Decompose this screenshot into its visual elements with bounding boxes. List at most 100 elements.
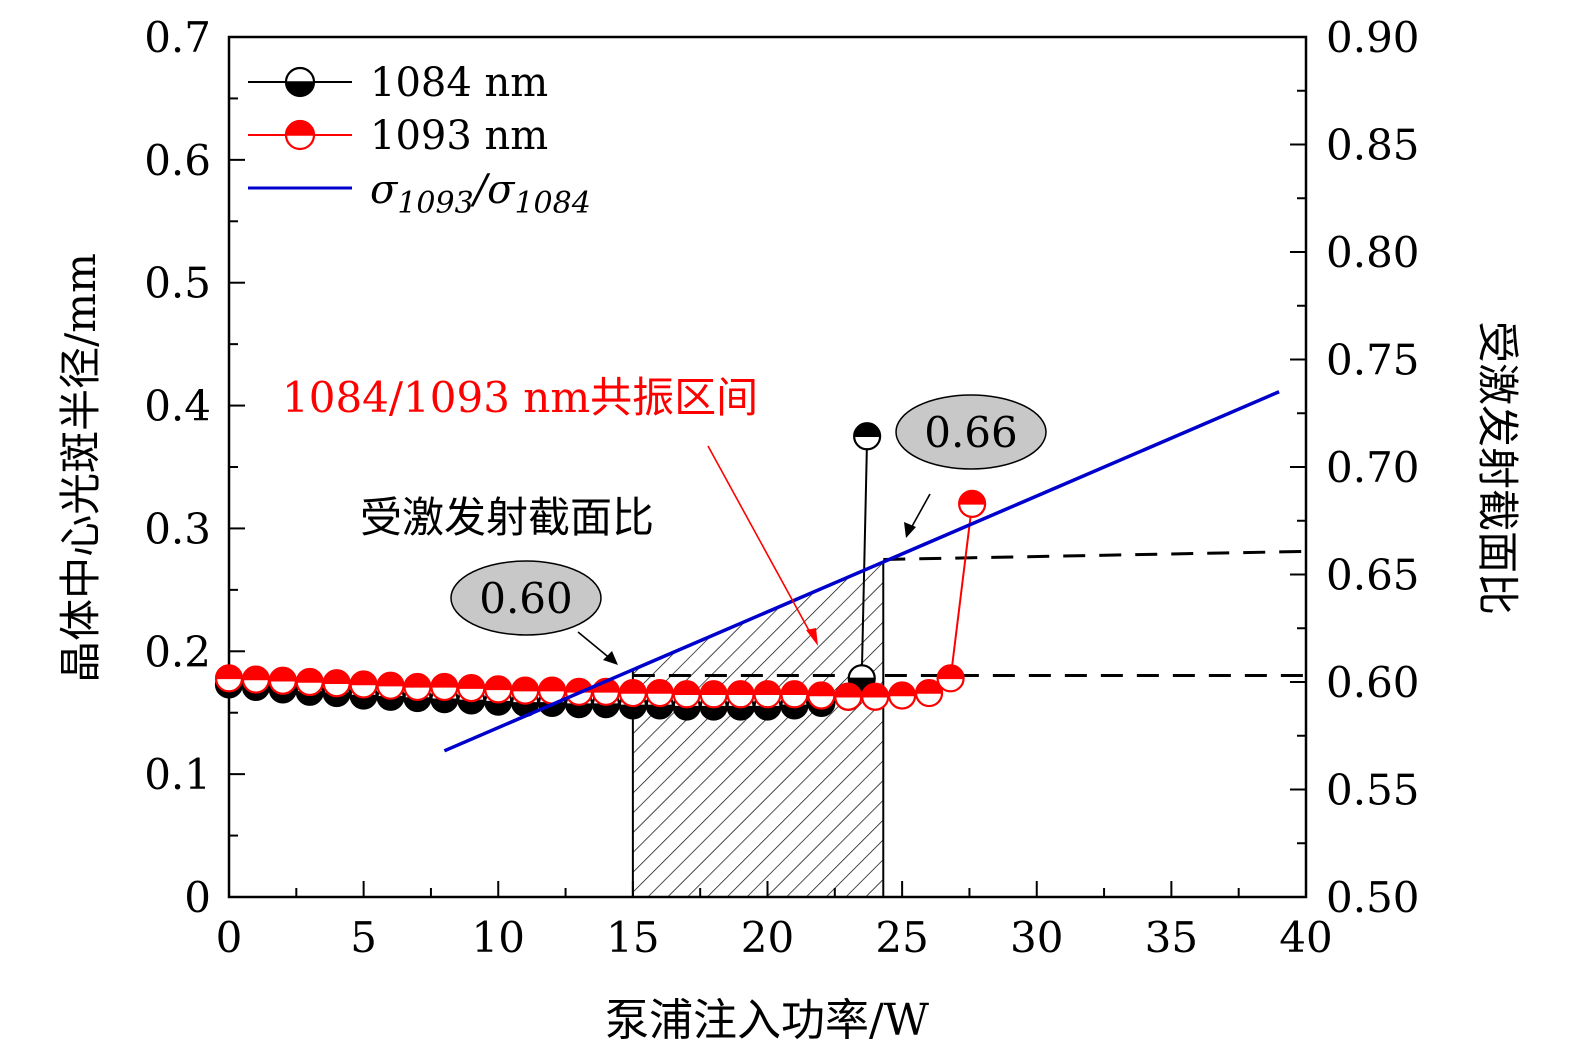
legend-marker-1084 [284,66,316,98]
x-tick-label: 40 [1279,913,1332,962]
callout-0.60 [450,560,602,636]
reference-lines [632,549,1305,678]
marker-fill [889,682,916,696]
y-left-tick-label: 0.1 [144,750,211,799]
marker-fill [835,683,862,697]
x-tick-label: 35 [1145,913,1198,962]
y-right-tick-label: 0.90 [1326,13,1420,62]
reference-line-0.66 [883,549,1305,561]
x-tick-label: 10 [472,913,525,962]
marker-fill [619,680,646,694]
data-point-1093 [268,666,297,695]
ratio-sub: 1084 [514,186,590,221]
data-point-1093 [914,678,944,708]
y-left-tick-label: 0.5 [144,259,211,308]
y-left-tick-label: 0.2 [144,627,211,676]
legend-label-1084: 1084 nm [370,60,548,106]
y-right-tick-label: 0.50 [1326,873,1420,922]
data-point-1093 [936,664,965,693]
y-right-tick-label: 0.70 [1326,443,1420,492]
callout-0.60-arrow [577,631,613,661]
marker-fill [808,682,835,696]
hatched-region [631,560,885,898]
data-point-1093 [322,669,351,698]
series-layer [214,390,1280,753]
marker-fill [431,673,458,687]
y-left-tick-label: 0.4 [144,382,211,431]
data-point-1093 [618,678,647,708]
marker-fill [485,676,512,690]
x-tick-label: 30 [1010,913,1063,962]
marker-fill [781,681,808,695]
x-tick-label: 5 [350,913,377,962]
marker-fill [754,706,781,720]
right-y-axis: 0.50 0.55 0.60 0.65 0.70 0.75 0.80 0.85 0.90 [1290,13,1420,922]
y-right-tick-label: 0.65 [1326,551,1420,600]
y-left-tick-label: 0.6 [144,136,211,185]
data-point-1093 [349,670,378,699]
ratio-sigma: σ [370,167,399,213]
marker-fill [216,665,242,679]
legend-point-1084 [284,66,316,98]
marker-fill [646,680,673,694]
data-point-1093 [726,680,755,709]
marker-fill [959,490,986,504]
marker-fill [377,672,404,686]
marker-fill [296,669,323,682]
marker-fill [458,700,485,714]
data-point-1093 [699,680,728,709]
annotation-cross-section-ratio: 受激发射截面比 [360,493,654,542]
y-right-tick-label: 0.80 [1326,228,1420,277]
marker-fill [485,701,512,715]
series-line-ratio [443,390,1280,753]
red-arrow-line [707,445,813,637]
marker-fill [619,705,646,719]
data-point-1093 [457,674,486,703]
marker-fill [937,665,964,679]
data-point-1093 [645,678,674,708]
marker-fill [727,706,754,720]
legend-point-1093 [284,119,316,151]
marker-fill [592,678,619,692]
legend: 1084 nm 1093 nm σ1093/σ1084 [248,60,591,221]
marker-fill [323,670,350,684]
red-arrow-head [806,628,818,646]
marker-fill [269,667,296,681]
x-axis-label: 泵浦注入功率/W [605,995,930,1046]
marker-fill [404,673,431,687]
callout-0.66-arrowhead [904,522,916,538]
data-point-1093 [537,676,567,705]
y-right-tick-label: 0.55 [1326,766,1420,815]
callout-0.66-text: 0.66 [924,408,1018,457]
marker-fill [673,706,700,720]
y-right-tick-label: 0.85 [1326,121,1420,170]
ratio-sub: 1093 [397,186,473,221]
marker-fill [350,695,377,709]
marker-fill [916,680,943,694]
marker-fill [296,691,323,705]
y-left-tick-label: 0.7 [144,13,211,62]
marker-fill [727,681,754,695]
y-left-tick-label: 0 [184,873,211,922]
legend-label-ratio: σ1093/σ1084 [370,167,591,221]
callout-0.60-text: 0.60 [479,574,573,623]
legend-ratio-text: σ1093/σ1084 [370,167,591,221]
marker-fill [286,121,314,135]
legend-marker-1093 [284,119,316,151]
annotation-resonance-interval: 1084/1093 nm共振区间 [282,373,758,422]
data-point-1093 [888,681,917,710]
data-point-1093 [780,680,809,709]
marker-fill [404,697,431,711]
callout-0.66 [895,394,1047,470]
y-right-tick-label: 0.75 [1326,336,1420,385]
marker-fill [512,677,539,691]
left-y-axis: 0 0.1 0.2 0.3 0.4 0.5 0.6 0.7 [144,13,245,922]
x-axis: 0 5 10 15 20 25 30 35 40 [216,881,1333,962]
data-point-1093 [241,665,271,694]
marker-fill [377,696,404,710]
data-point-1093 [484,675,513,704]
marker-fill [646,705,673,719]
data-point-1093 [807,681,836,710]
callout-0.66-arrow [909,493,931,531]
